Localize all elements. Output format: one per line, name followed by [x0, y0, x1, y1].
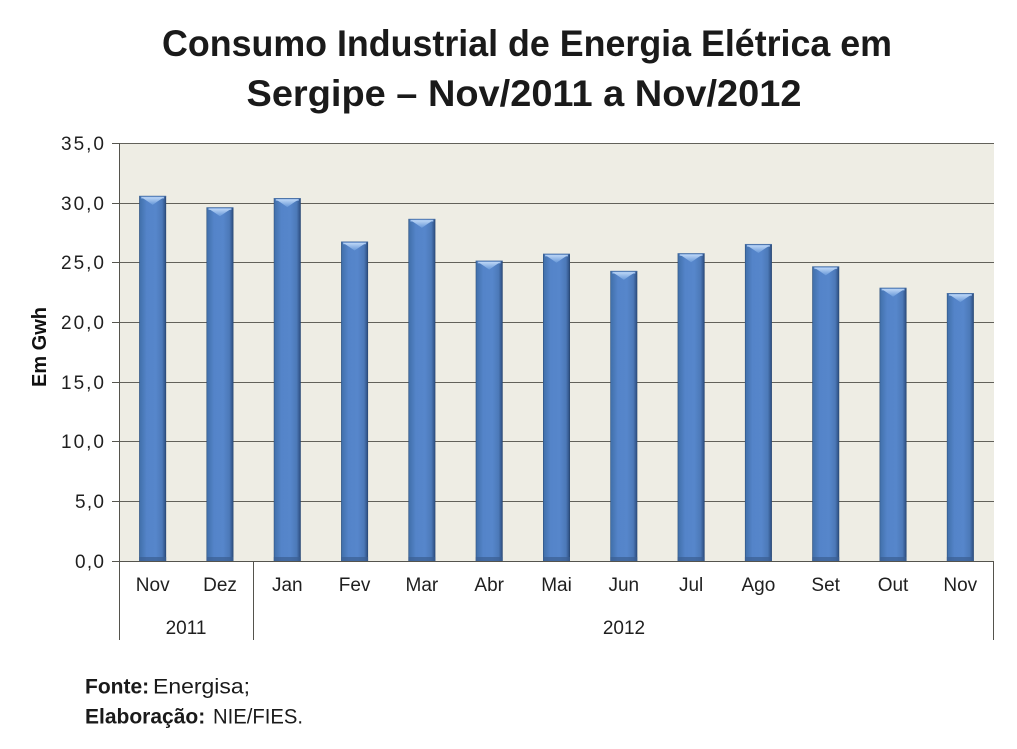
svg-text:2012: 2012	[603, 618, 645, 639]
svg-text:2011: 2011	[166, 618, 207, 639]
svg-text:NIE/FIES.: NIE/FIES.	[213, 706, 303, 729]
svg-text:25,0: 25,0	[61, 253, 104, 274]
svg-text:20,0: 20,0	[61, 313, 104, 334]
svg-text:Nov: Nov	[943, 575, 977, 596]
svg-text:Jan: Jan	[272, 575, 303, 596]
svg-text:Out: Out	[878, 575, 909, 596]
svg-text:Nov: Nov	[136, 575, 170, 596]
svg-text:Jun: Jun	[608, 575, 639, 596]
svg-text:Elaboração:: Elaboração:	[85, 706, 205, 729]
svg-text:Consumo Industrial de Energia: Consumo Industrial de Energia Elétrica e…	[162, 22, 892, 64]
svg-text:Fonte:: Fonte:	[85, 676, 149, 699]
svg-text:Set: Set	[811, 575, 840, 596]
svg-text:Energisa;: Energisa;	[153, 676, 250, 699]
svg-text:0,0: 0,0	[75, 552, 104, 573]
svg-text:Dez: Dez	[203, 575, 237, 596]
svg-text:30,0: 30,0	[61, 194, 104, 215]
svg-text:Ago: Ago	[741, 575, 775, 596]
svg-text:15,0: 15,0	[61, 373, 104, 394]
svg-text:Sergipe – Nov/2011 a Nov/2012: Sergipe – Nov/2011 a Nov/2012	[247, 72, 802, 114]
svg-text:Em Gwh: Em Gwh	[28, 307, 51, 387]
svg-text:5,0: 5,0	[75, 492, 104, 513]
svg-text:Jul: Jul	[679, 575, 703, 596]
svg-text:Abr: Abr	[474, 575, 504, 596]
svg-text:Fev: Fev	[339, 575, 371, 596]
svg-text:35,0: 35,0	[61, 134, 104, 155]
svg-text:Mai: Mai	[541, 575, 572, 596]
svg-text:Mar: Mar	[406, 575, 439, 596]
svg-text:10,0: 10,0	[61, 432, 104, 453]
